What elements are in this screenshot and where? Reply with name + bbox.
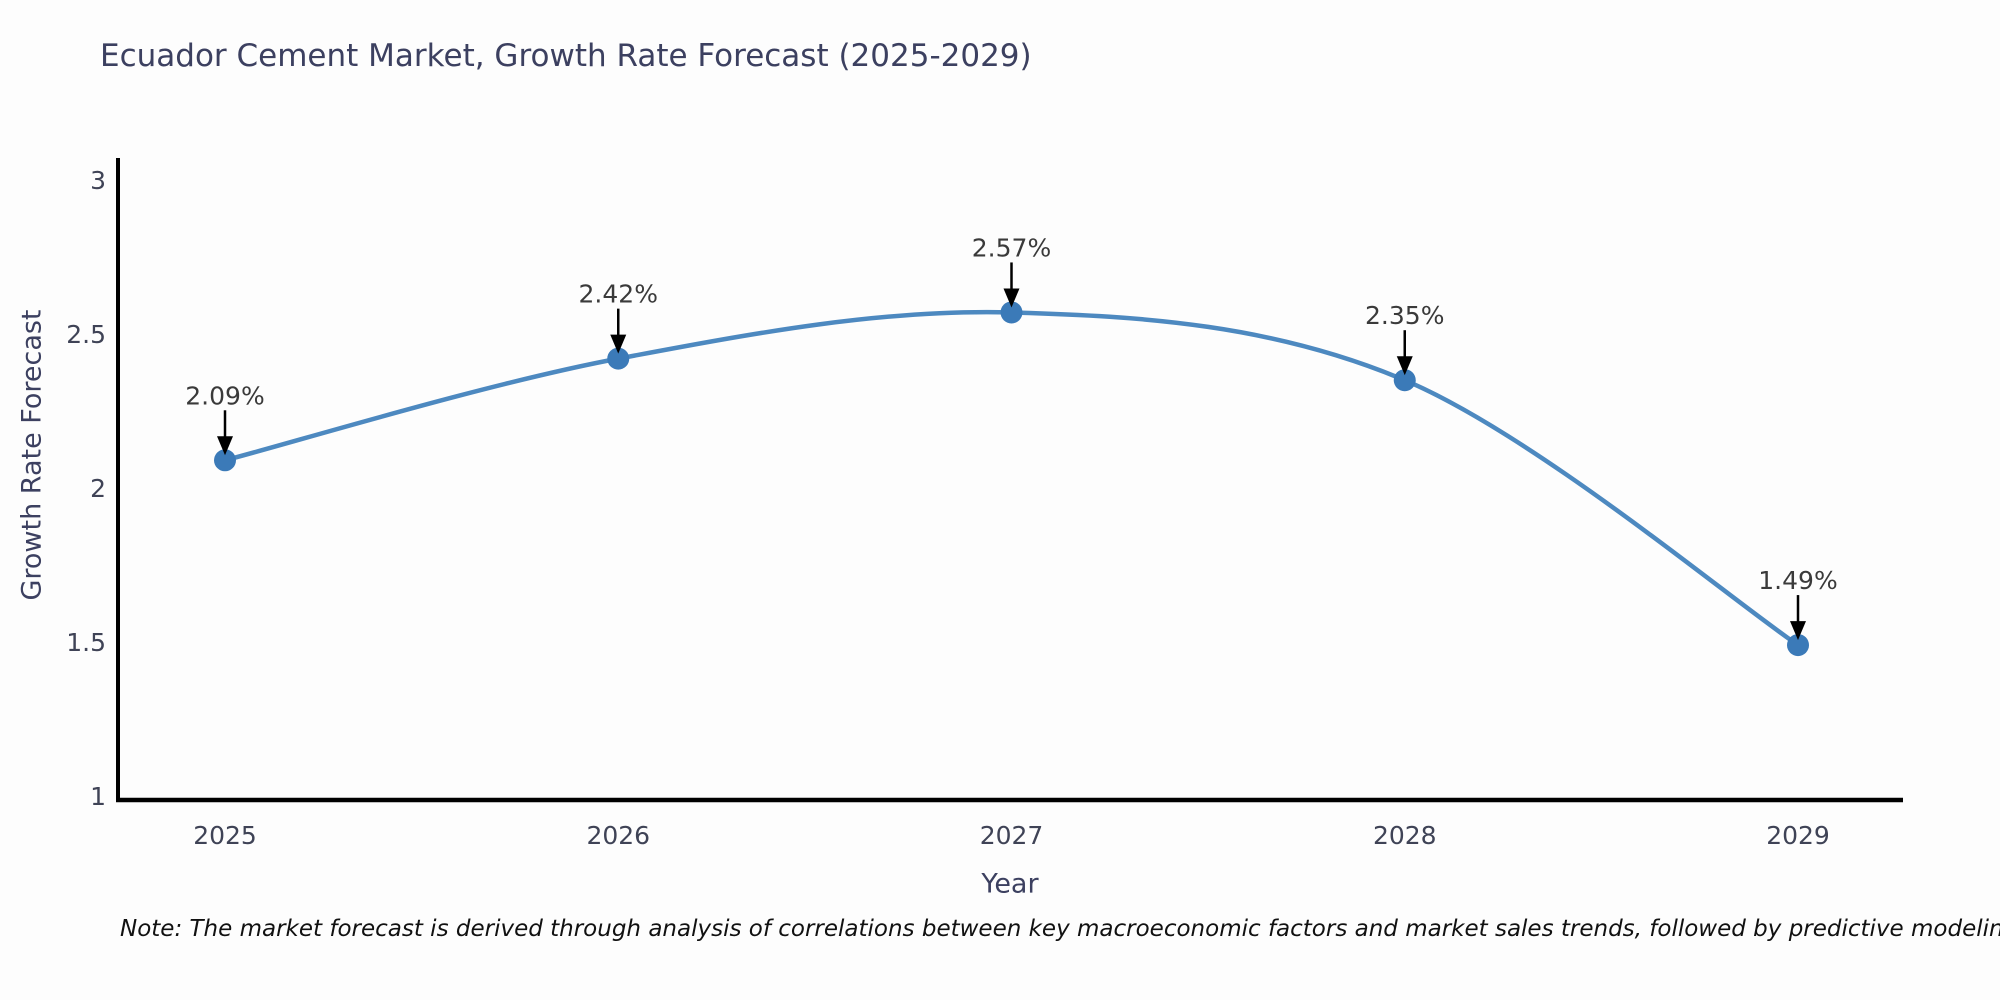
data-point-2026 [607,347,630,370]
point-label-2025: 2.09% [185,381,264,410]
x-axis-title: Year [981,868,1039,900]
annotation-arrow-head [610,334,627,354]
x-tick-label: 2025 [193,821,257,850]
annotation-arrow-head [217,436,233,456]
annotation-arrow-head [1396,356,1413,376]
x-tick-label: 2026 [586,821,650,850]
chart-title: Ecuador Cement Market, Growth Rate Forec… [100,38,1032,74]
footnote: Note: The market forecast is derived thr… [120,916,2000,942]
y-tick-label: 3 [90,166,106,195]
data-point-2027 [1000,301,1023,324]
x-tick-label: 2029 [1766,821,1830,850]
y-tick-label: 2 [90,474,106,503]
data-point-2029 [1787,634,1809,657]
forecast-line [222,309,1801,648]
data-point-2028 [1393,369,1416,392]
point-label-2026: 2.42% [579,280,658,309]
annotation-arrow-head [1003,288,1020,308]
x-tick-label: 2028 [1373,821,1437,850]
y-tick-label: 1 [90,782,106,811]
point-label-2028: 2.35% [1365,301,1444,330]
y-tick-label: 1.5 [66,628,106,657]
point-label-2027: 2.57% [972,233,1051,262]
point-label-2029: 1.49% [1758,566,1837,595]
annotation-arrow-head [1790,621,1806,641]
data-point-2025 [214,449,236,472]
y-tick-label: 2.5 [66,320,106,349]
x-tick-label: 2027 [980,821,1044,850]
